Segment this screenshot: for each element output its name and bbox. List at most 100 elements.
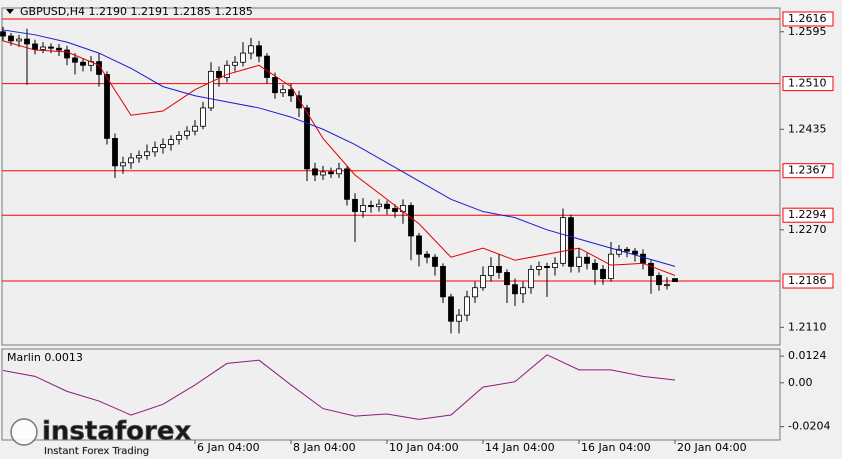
candle-body [0,31,6,37]
candle-body [16,38,22,42]
candle-body [32,43,38,50]
candle-body [352,198,358,212]
candle-body [48,46,54,49]
y-tick-label: 1.2110 [788,320,827,333]
y-tick-label: 1.2595 [788,25,827,38]
candle-body [536,265,542,270]
candle-body [200,107,206,127]
candle-body [312,168,318,176]
x-tick-label: 8 Jan 04:00 [293,441,356,454]
candle-body [136,155,142,159]
indicator-panel [1,348,781,441]
level-label: 1.2367 [788,164,827,177]
x-tick-label: 14 Jan 04:00 [485,441,555,454]
candle-body [560,217,566,264]
level-label: 1.2510 [788,77,827,90]
candle-body [672,278,678,283]
watermark-tagline: Instant Forex Trading [44,446,149,457]
candle-body [208,70,214,109]
candle-body [376,203,382,208]
candle-body [632,250,638,255]
candle-body [576,256,582,267]
candle-body [304,107,310,170]
candle-body [144,151,150,156]
candle-body [192,125,198,132]
candle-body [520,287,526,295]
candle-body [432,256,438,267]
y-tick-label: -0.0204 [788,420,830,433]
candle-body [504,272,510,286]
candle-body [480,275,486,289]
candle-body [344,168,350,200]
collapse-arrow [6,9,14,14]
candle-body [56,47,62,51]
candle-body [96,61,102,75]
level-label-box [782,207,834,223]
y-tick-label: 1.2270 [788,223,827,236]
candle-body [464,296,470,316]
candle-body [624,248,630,252]
candle-body [616,248,622,255]
x-tick-label: 20 Jan 04:00 [677,441,747,454]
candle-body [424,253,430,258]
candle-body [320,171,326,176]
candle-body [104,74,110,139]
candle-body [272,77,278,94]
candle-body [648,262,654,276]
candle-body [240,52,246,63]
candle-body [448,296,454,322]
level-label: 1.2294 [788,208,827,221]
level-label-box [782,76,834,92]
indicator-line [2,29,676,267]
candle-body [64,49,70,59]
candle-body [264,55,270,78]
y-tick-label: 0.00 [788,376,813,389]
level-label: 1.2616 [788,12,827,25]
candle-body [280,89,286,94]
candle-body [408,205,414,237]
watermark: instaforex Instant Forex Trading [10,416,192,457]
candle-body [152,147,158,153]
candle-body [392,208,398,212]
logo-icon [10,418,38,446]
candle-body [552,262,558,269]
candle-body [336,168,342,175]
candle-body [584,256,590,264]
candle-body [184,130,190,136]
x-tick-label: 6 Jan 04:00 [197,441,260,454]
x-tick-label: 10 Jan 04:00 [389,441,459,454]
candle-body [256,45,262,57]
candle-body [416,235,422,255]
candle-body [656,275,662,286]
candle-body [360,205,366,212]
candle-body [440,265,446,298]
candle-body [80,61,86,66]
level-label-box [782,273,834,289]
candle-body [664,284,670,287]
candle-body [544,265,550,269]
level-label: 1.2186 [788,274,827,287]
candle-body [328,171,334,175]
y-tick-label: 1.2435 [788,122,827,135]
candle-body [600,269,606,279]
candle-body [568,217,574,267]
candle-body [368,205,374,208]
indicator-line [2,40,676,276]
candle-body [72,57,78,63]
candle-body [232,61,238,66]
candle-body [176,134,182,141]
chart-title: GBPUSD,H4 1.2190 1.2191 1.2185 1.2185 [20,5,253,18]
level-label-box [782,163,834,179]
candle-body [456,314,462,322]
candle-body [288,89,294,97]
candle-body [40,46,46,50]
watermark-brand: instaforex [42,417,192,447]
candle-body [248,45,254,54]
candle-body [384,203,390,209]
x-tick-label: 16 Jan 04:00 [581,441,651,454]
main-panel [1,7,781,346]
candle-body [608,253,614,279]
candle-body [216,70,222,78]
candle-body [24,38,30,45]
candle-body [160,144,166,148]
